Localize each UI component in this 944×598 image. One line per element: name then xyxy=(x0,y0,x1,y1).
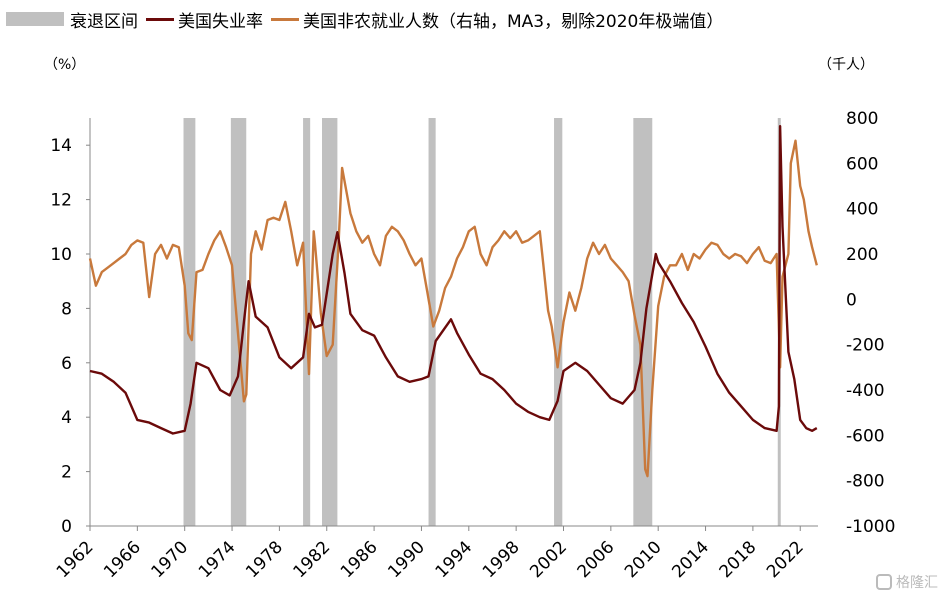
y-right-tick-label-0: 0 xyxy=(846,290,857,310)
y-right-tick-label--1000: -1000 xyxy=(846,517,895,537)
unemployment-swatch xyxy=(146,17,174,21)
recession-band-3 xyxy=(322,118,338,526)
x-tick-label-1982: 1982 xyxy=(290,537,335,582)
x-tick-label-1998: 1998 xyxy=(479,537,524,582)
y-left-tick-label-8: 8 xyxy=(61,299,72,319)
x-tick-label-2002: 2002 xyxy=(526,537,571,582)
right-axis-unit: （千人） xyxy=(818,57,874,73)
y-left-tick-label-10: 10 xyxy=(50,245,72,265)
recession-band-5 xyxy=(554,118,563,526)
x-tick-label-1974: 1974 xyxy=(195,537,240,582)
unemployment-line xyxy=(89,125,818,435)
x-tick-label-1970: 1970 xyxy=(147,537,192,582)
recession-bands xyxy=(183,118,781,526)
y-right-tick-label--600: -600 xyxy=(846,426,885,446)
y-right-tick-label-600: 600 xyxy=(846,154,878,174)
y-right-tick-label-200: 200 xyxy=(846,245,878,265)
legend-label-payrolls: 美国非农就业人数（右轴，MA3，剔除2020年极端值） xyxy=(303,11,724,32)
left-axis-unit: （%） xyxy=(44,57,86,73)
y-right-tick-label--800: -800 xyxy=(846,472,885,492)
axes xyxy=(86,118,818,531)
y-left-tick-label-14: 14 xyxy=(50,136,72,156)
y-left-tick-label-6: 6 xyxy=(61,354,72,374)
watermark-text: 格隆汇 xyxy=(896,575,938,591)
y-right-tick-label-800: 800 xyxy=(846,109,878,129)
tick-labels: 0 2 4 6 8 10 12 14 -1000 -800 -600 -400 -200 0 200 400 6… xyxy=(50,109,895,582)
payrolls-swatch xyxy=(271,17,299,21)
watermark: 格隆汇 xyxy=(876,572,938,592)
x-tick-label-2010: 2010 xyxy=(621,537,666,582)
payrolls-line xyxy=(88,139,818,478)
recession-swatch xyxy=(6,12,64,26)
watermark-logo-icon xyxy=(876,574,892,590)
y-right-tick-label--400: -400 xyxy=(846,381,885,401)
y-right-tick-label-400: 400 xyxy=(846,200,878,220)
x-tick-label-2018: 2018 xyxy=(716,537,761,582)
y-left-tick-label-0: 0 xyxy=(61,517,72,537)
recession-band-1 xyxy=(230,118,247,526)
legend-item-unemployment: 美国失业率 xyxy=(146,7,263,32)
series-lines xyxy=(88,125,818,478)
x-tick-label-1978: 1978 xyxy=(242,537,287,582)
x-tick-label-2022: 2022 xyxy=(763,537,808,582)
x-tick-label-2014: 2014 xyxy=(668,537,713,582)
legend-label-recession: 衰退区间 xyxy=(70,11,138,32)
x-tick-label-1994: 1994 xyxy=(432,537,477,582)
x-tick-label-1990: 1990 xyxy=(384,537,429,582)
legend-item-payrolls: 美国非农就业人数（右轴，MA3，剔除2020年极端值） xyxy=(271,7,723,32)
recession-band-6 xyxy=(633,118,653,526)
legend-label-unemployment: 美国失业率 xyxy=(178,11,263,32)
x-tick-label-1986: 1986 xyxy=(337,537,382,582)
legend-item-recession: 衰退区间 xyxy=(6,7,138,32)
y-left-tick-label-12: 12 xyxy=(50,191,72,211)
legend: 衰退区间 美国失业率 美国非农就业人数（右轴，MA3，剔除2020年极端值） xyxy=(6,6,731,32)
x-tick-label-1962: 1962 xyxy=(53,537,98,582)
recession-band-0 xyxy=(183,118,196,526)
x-tick-label-2006: 2006 xyxy=(574,537,619,582)
y-right-tick-label--200: -200 xyxy=(846,336,885,356)
y-left-tick-label-2: 2 xyxy=(61,463,72,483)
x-tick-label-1966: 1966 xyxy=(100,537,145,582)
y-left-tick-label-4: 4 xyxy=(61,408,72,428)
